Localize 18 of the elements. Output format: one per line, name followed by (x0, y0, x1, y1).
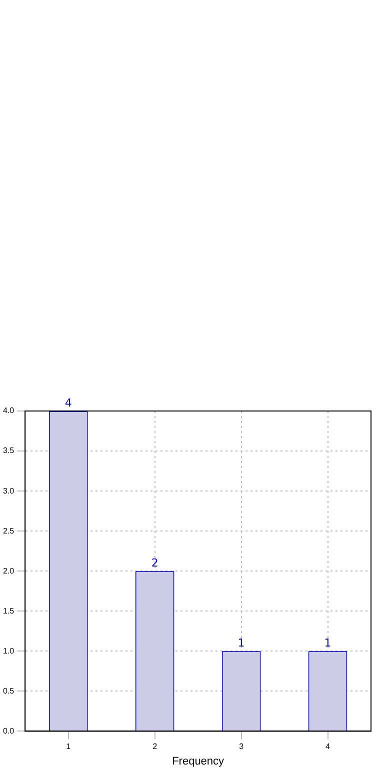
y-tick-label: 3.0 (2, 486, 15, 496)
y-tick-label: 0.5 (2, 686, 15, 696)
y-tick-label: 3.5 (2, 446, 15, 456)
x-tick-label: 2 (152, 742, 158, 752)
x-axis-title: Frequency (172, 755, 225, 768)
x-tick-label: 3 (239, 742, 244, 752)
data-label: 1 (324, 636, 332, 650)
data-label: 2 (151, 556, 158, 570)
data-label: 1 (238, 636, 245, 650)
x-tick-label: 4 (326, 742, 331, 752)
y-tick-label: 1.5 (2, 606, 15, 616)
y-tick-label: 1.0 (2, 646, 15, 656)
x-tick-label: 1 (66, 742, 72, 752)
y-tick-label: 0.0 (2, 726, 15, 736)
y-tick-label: 2.0 (2, 566, 15, 576)
y-tick-label: 2.5 (2, 526, 15, 536)
data-label: 4 (64, 396, 72, 410)
y-tick-label: 4.0 (2, 406, 15, 416)
